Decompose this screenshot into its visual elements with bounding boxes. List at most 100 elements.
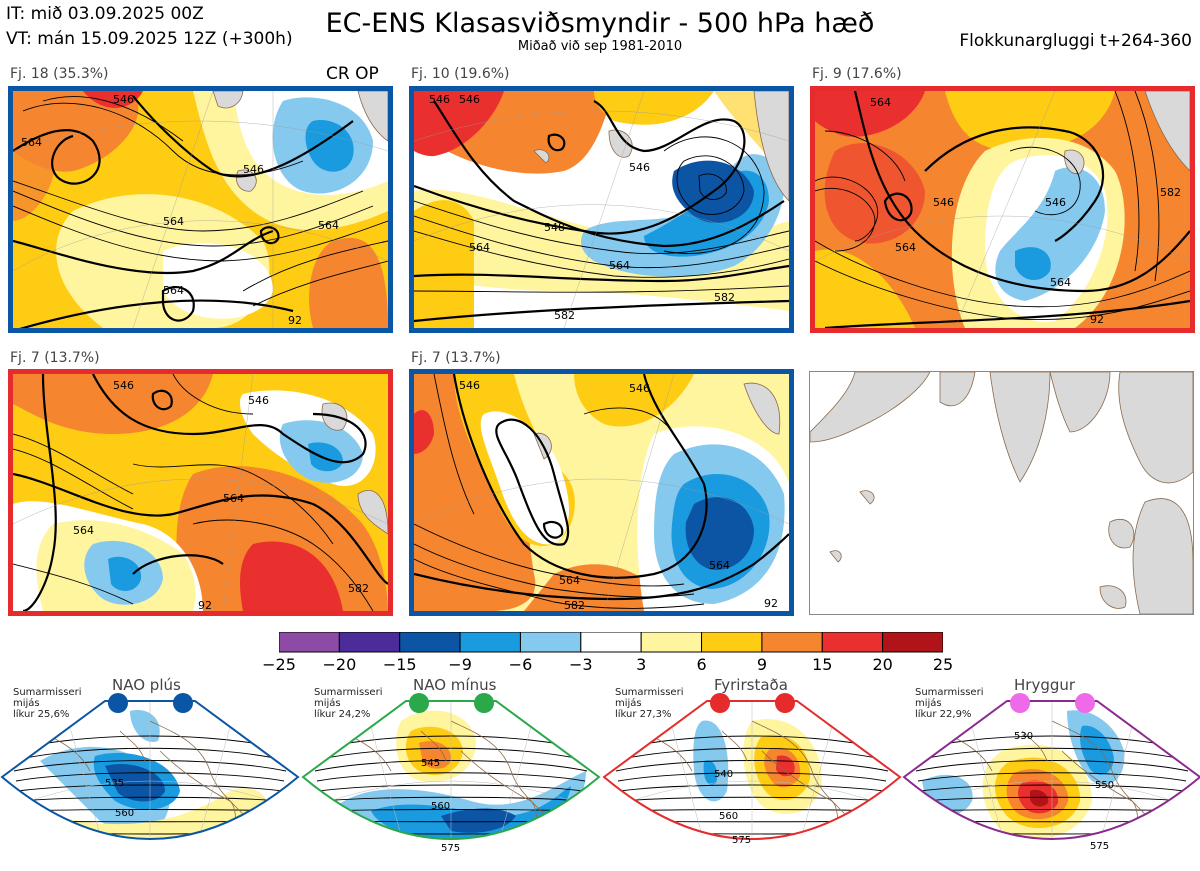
contour-label: 535 [105,778,124,789]
contour-label: 546 [629,161,650,174]
colorbar-swatch [459,632,521,653]
contour-label: 564 [223,492,244,505]
panel-1-extra-label: CR OP [326,64,379,84]
colorbar-tick-label: 15 [812,655,833,674]
contour-label: 582 [554,309,575,322]
colorbar-tick-label: 25 [932,655,954,674]
colorbar-tick-label: −9 [448,655,472,674]
contour-label: 564 [1050,276,1071,289]
regime-mean-label: mijás [13,698,40,709]
contour-label: 546 [243,163,264,176]
contour-label: 564 [469,241,490,254]
contour-label: 546 [248,394,269,407]
colorbar-tick-label: 20 [872,655,893,674]
init-time: IT: mið 03.09.2025 00Z [6,4,204,24]
contour-label: 564 [559,574,580,587]
contour-label: 582 [714,291,735,304]
contour-label: 540 [714,769,733,780]
contour-label: 550 [1095,780,1114,791]
regime-marker-dot [775,693,795,713]
regime-marker-dot [108,693,128,713]
regime-season-label: Sumarmisseri [13,687,82,698]
colorbar-tick-label: −3 [569,655,593,674]
contour-label: 546 [113,379,134,392]
contour-label: 92 [198,599,212,611]
regime-mean-label: mijás [915,698,942,709]
colorbar-tick-label: −6 [508,655,533,674]
colorbar-swatch [519,632,582,653]
contour-label: 575 [732,835,751,846]
cluster-map-1: 546 564 546 564 564 564 92 [8,86,393,333]
blank-land-map [809,371,1194,615]
contour-label: 564 [73,524,94,537]
contour-label: 92 [1090,313,1104,326]
panel-4-label: Fj. 7 (13.7%) [10,350,100,366]
contour-label: 564 [870,96,891,109]
colorbar-tick-label: −15 [382,655,417,674]
regime-name: Fyrirstaða [714,676,788,694]
colorbar-swatch [580,632,642,653]
colorbar [279,632,943,653]
colorbar-swatch [338,632,401,653]
contour-label: 560 [115,808,134,819]
contour-label: 530 [1014,731,1033,742]
regime-probability: líkur 24,2% [314,709,371,720]
contour-label: 582 [348,582,369,595]
colorbar-swatch [399,632,461,653]
regime-marker-dot [1010,693,1030,713]
colorbar-tick-label: −20 [322,655,357,674]
colorbar-swatch [761,632,823,653]
regime-season-label: Sumarmisseri [314,687,383,698]
contour-label: 560 [719,811,738,822]
contour-label: 564 [609,259,630,272]
contour-label: 564 [318,219,339,232]
contour-label: 560 [431,801,450,812]
colorbar-tick-label: 6 [696,655,707,674]
contour-label: 575 [441,843,460,854]
regime-name: NAO plús [112,676,181,694]
contour-label: 548 [544,221,565,234]
regime-season-label: Sumarmisseri [615,687,684,698]
regime-name: Hryggur [1014,676,1076,694]
regime-map: 535 560 [0,700,300,840]
contour-label: 564 [21,136,42,149]
regime-probability: líkur 25,6% [13,709,70,720]
colorbar-swatch [701,632,763,653]
valid-time: VT: mán 15.09.2025 12Z (+300h) [6,29,293,49]
colorbar-swatch [640,632,703,653]
contour-label: 546 [629,382,650,395]
contour-label: 546 [429,93,450,106]
cluster-map-5: 546 546 564 564 582 92 [409,369,794,616]
regime-name: NAO mínus [413,676,497,694]
contour-label: 564 [163,284,184,297]
colorbar-tick-label: 3 [636,655,647,674]
contour-label: 546 [113,93,134,106]
regime-mean-label: mijás [314,698,341,709]
contour-label: 92 [764,597,778,610]
contour-label: 582 [1160,186,1181,199]
contour-label: 92 [288,314,302,327]
cluster-map-3: 564 546 564 546 564 582 92 [810,86,1195,333]
regime-marker-dot [710,693,730,713]
page-subtitle: Miðað við sep 1981-2010 [517,39,683,54]
contour-label: 546 [459,379,480,392]
contour-label: 564 [895,241,916,254]
colorbar-swatch [821,632,884,653]
regime-mean-label: mijás [615,698,642,709]
regime-marker-dot [409,693,429,713]
cluster-map-2: 546 548 546 546 564 564 582 582 [409,86,794,333]
contour-label: 545 [421,758,440,769]
regime-map: 540 560 575 [602,700,902,846]
regime-map: 545 560 575 [301,700,601,854]
contour-label: 575 [1090,841,1109,852]
panel-1-label: Fj. 18 (35.3%) [10,66,109,82]
regime-marker-dot [173,693,193,713]
regime-probability: líkur 27,3% [615,709,672,720]
colorbar-tick-label: 9 [756,655,767,674]
cluster-map-4: 546 546 564 564 582 92 [8,369,393,616]
regime-map: 530 550 575 [902,700,1200,852]
contour-label: 546 [459,93,480,106]
contour-label: 564 [163,215,184,228]
panel-5-label: Fj. 7 (13.7%) [411,350,501,366]
contour-label: 546 [933,196,954,209]
